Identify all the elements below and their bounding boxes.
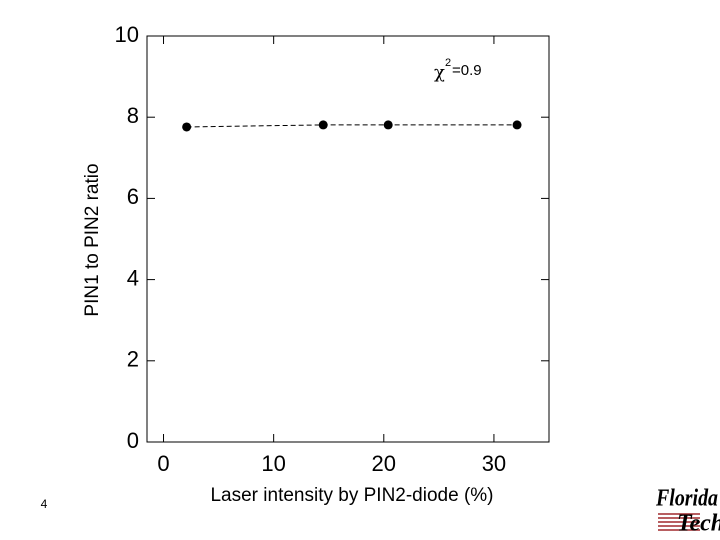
annotation-symbol: χ <box>434 62 445 83</box>
x-tick-label: 0 <box>157 451 169 476</box>
y-tick-label: 2 <box>127 347 139 372</box>
data-point <box>512 120 522 130</box>
logo-stripes <box>658 513 700 531</box>
y-tick-label: 0 <box>127 428 139 453</box>
y-tick-label: 10 <box>115 22 139 47</box>
annotation-superscript: 2 <box>445 57 451 69</box>
x-tick-label: 20 <box>372 451 396 476</box>
series-line <box>186 124 518 128</box>
data-point <box>383 120 393 130</box>
logo-line2: Tech <box>677 511 720 537</box>
plot-frame <box>146 35 550 443</box>
y-tick-label: 6 <box>127 184 139 209</box>
y-tick-label: 8 <box>127 103 139 128</box>
page-number: 4 <box>41 497 48 511</box>
x-tick-label: 30 <box>482 451 506 476</box>
logo: Florida Tech <box>655 486 720 537</box>
annotation-text: =0.9 <box>452 62 482 79</box>
data-point <box>318 120 328 130</box>
y-tick-label: 4 <box>127 265 139 290</box>
y-axis-label: PIN1 to PIN2 ratio <box>82 163 103 316</box>
logo-line1: Florida <box>655 486 718 512</box>
data-point <box>182 122 192 132</box>
x-tick-label: 10 <box>261 451 285 476</box>
x-axis-label: Laser intensity by PIN2-diode (%) <box>210 485 493 506</box>
annotation: χ 2 =0.9 <box>434 57 482 83</box>
